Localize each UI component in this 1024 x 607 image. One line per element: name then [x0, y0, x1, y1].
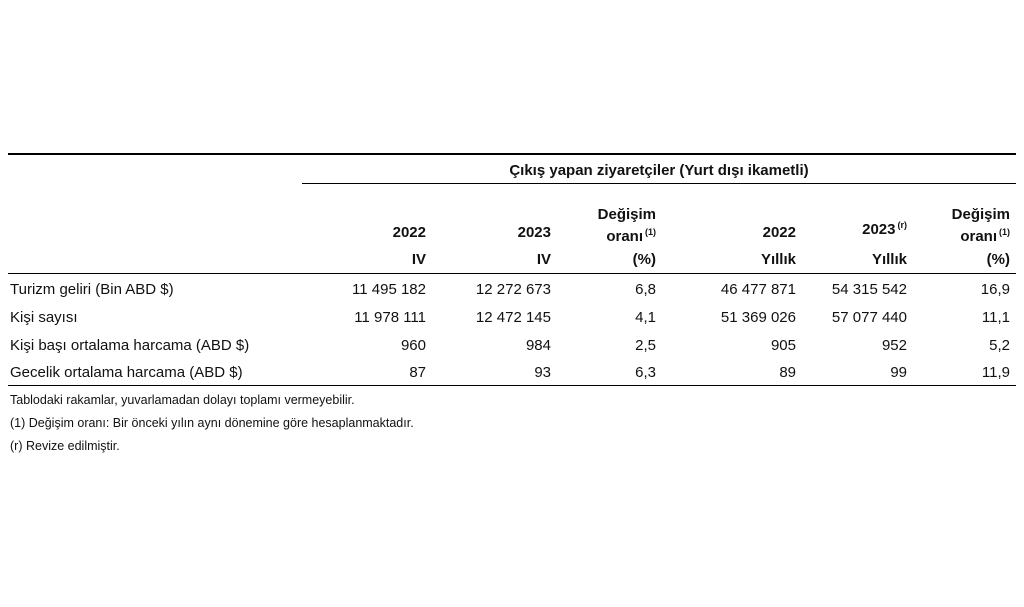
footnote-marker: (r) — [897, 220, 908, 230]
table-bottom-rule — [8, 385, 1016, 386]
column-header-line3: (%) — [632, 251, 656, 268]
column-header-period: IV — [411, 251, 426, 268]
table-cell: 960 — [400, 337, 426, 354]
column-header-year: 2023 (r) — [862, 220, 908, 239]
column-header-year: 2022 — [392, 224, 426, 241]
table-cell: 87 — [409, 364, 426, 381]
column-header-rule — [8, 273, 1016, 274]
table-cell: 46 477 871 — [720, 281, 796, 298]
table-cell: 11 978 111 — [354, 309, 426, 326]
table-cell: 11,9 — [981, 364, 1010, 381]
group-header: Çıkış yapan ziyaretçiler (Yurt dışı ikam… — [509, 162, 809, 179]
column-header-line1: Değişim — [597, 206, 656, 223]
table-cell: 93 — [534, 364, 551, 381]
column-header-year: 2022 — [762, 224, 796, 241]
table-cell: 905 — [770, 337, 796, 354]
column-header-line2: oranı (1) — [606, 227, 656, 246]
footnote-rounding: Tablodaki rakamlar, yuvarlamadan dolayı … — [10, 393, 355, 407]
table-cell: 11 495 182 — [352, 281, 426, 298]
column-header-line3: (%) — [986, 251, 1010, 268]
table-cell: 4,1 — [635, 309, 656, 326]
table-cell: 2,5 — [635, 337, 656, 354]
column-header-year: 2023 — [517, 224, 551, 241]
footnote-marker: (1) — [999, 227, 1010, 237]
row-label: Turizm geliri (Bin ABD $) — [10, 281, 174, 298]
table-cell: 11,1 — [981, 309, 1010, 326]
footnote-revised: (r) Revize edilmiştir. — [10, 439, 120, 453]
table-cell: 952 — [881, 337, 907, 354]
column-header-line2: oranı (1) — [960, 227, 1010, 246]
table-cell: 54 315 542 — [831, 281, 907, 298]
table-cell: 984 — [525, 337, 551, 354]
group-header-rule — [302, 183, 1016, 184]
row-label: Kişi başı ortalama harcama (ABD $) — [10, 337, 250, 354]
column-header-period: Yıllık — [871, 251, 907, 268]
table-cell: 6,3 — [635, 364, 656, 381]
table-cell: 12 272 673 — [475, 281, 551, 298]
table-cell: 51 369 026 — [720, 309, 796, 326]
table-cell: 12 472 145 — [475, 309, 551, 326]
footnote-change-rate: (1) Değişim oranı: Bir önceki yılın aynı… — [10, 416, 414, 430]
table-cell: 99 — [890, 364, 907, 381]
row-label: Kişi sayısı — [10, 309, 78, 326]
table-cell: 6,8 — [635, 281, 656, 298]
table-top-rule — [8, 153, 1016, 155]
footnote-marker: (1) — [645, 227, 656, 237]
column-header-period: IV — [536, 251, 551, 268]
column-header-period: Yıllık — [760, 251, 796, 268]
table-cell: 5,2 — [989, 337, 1010, 354]
table-cell: 57 077 440 — [831, 309, 907, 326]
table-cell: 16,9 — [980, 281, 1010, 298]
column-header-line1: Değişim — [951, 206, 1010, 223]
table-cell: 89 — [779, 364, 796, 381]
row-label: Gecelik ortalama harcama (ABD $) — [10, 364, 243, 381]
